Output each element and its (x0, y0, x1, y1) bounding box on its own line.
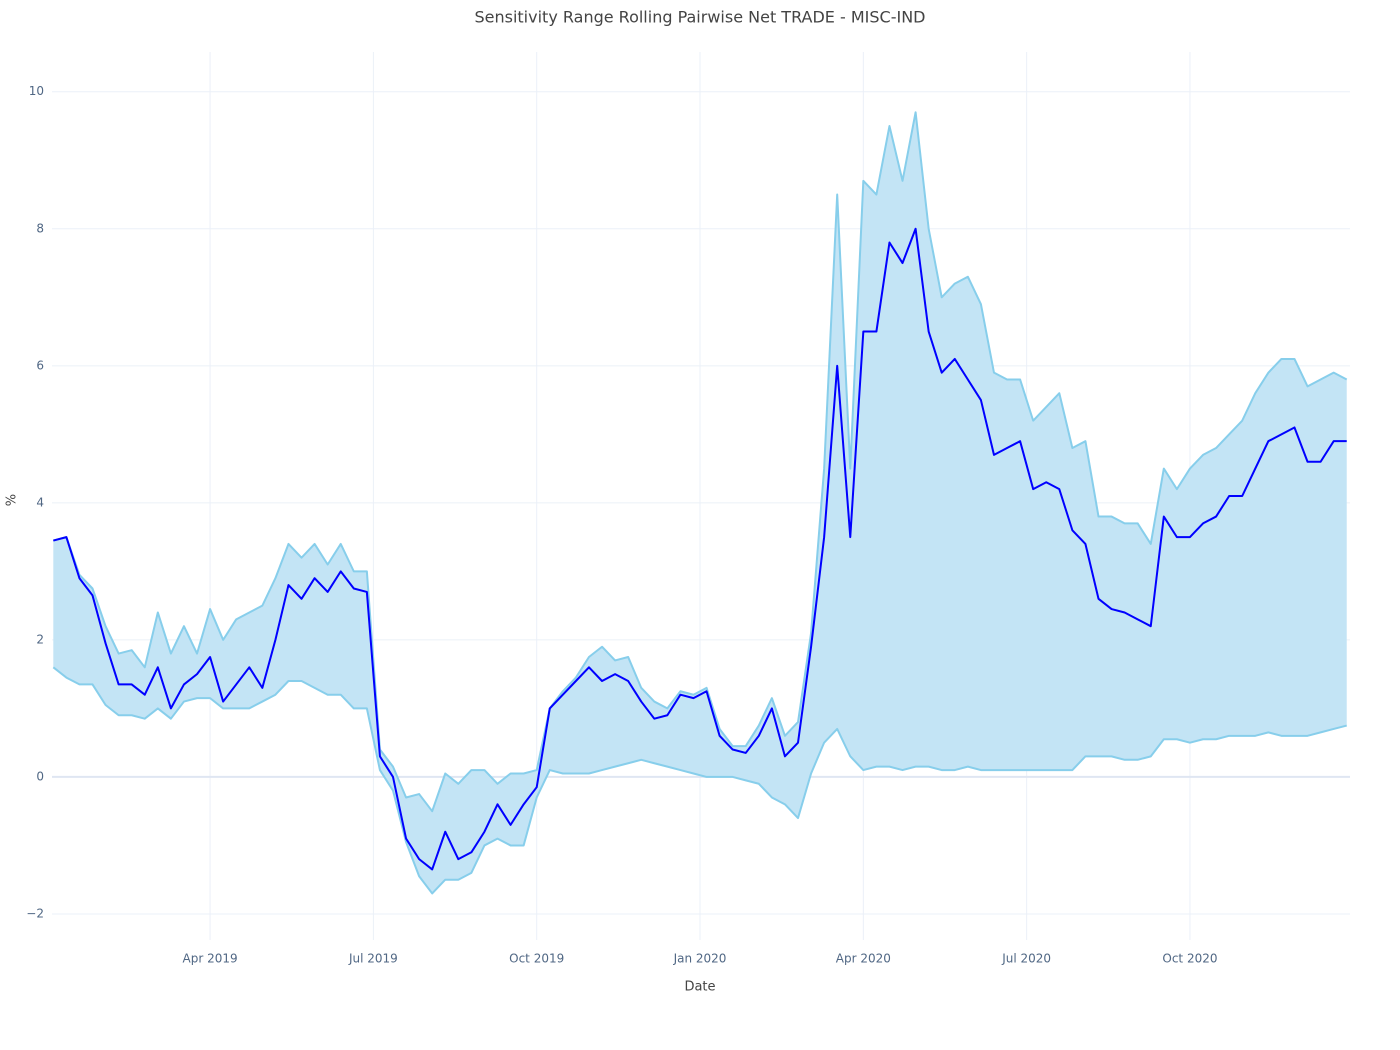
y-tick-label: 4 (36, 495, 44, 509)
y-axis-title: % (5, 494, 20, 506)
y-tick-label: 6 (36, 358, 44, 372)
x-tick-label: Jul 2019 (348, 952, 398, 966)
chart-title: Sensitivity Range Rolling Pairwise Net T… (474, 8, 925, 27)
series-line (52, 666, 1347, 895)
x-axis-title: Date (684, 980, 715, 995)
y-tick-label: −2 (26, 906, 44, 920)
series-line (53, 111, 1348, 813)
band-fill (53, 112, 1347, 894)
x-tick-label: Apr 2020 (836, 952, 891, 966)
x-tick-label: Oct 2020 (1162, 952, 1217, 966)
series-line (53, 227, 1347, 871)
x-tick-label: Apr 2019 (183, 952, 238, 966)
x-tick-label: Jul 2020 (1001, 952, 1051, 966)
x-tick-label: Oct 2019 (509, 952, 564, 966)
y-tick-label: 8 (36, 221, 44, 235)
x-tick-label: Jan 2020 (673, 952, 727, 966)
y-tick-label: 10 (29, 84, 44, 98)
y-tick-label: 2 (36, 632, 44, 646)
y-tick-label: 0 (36, 769, 44, 783)
